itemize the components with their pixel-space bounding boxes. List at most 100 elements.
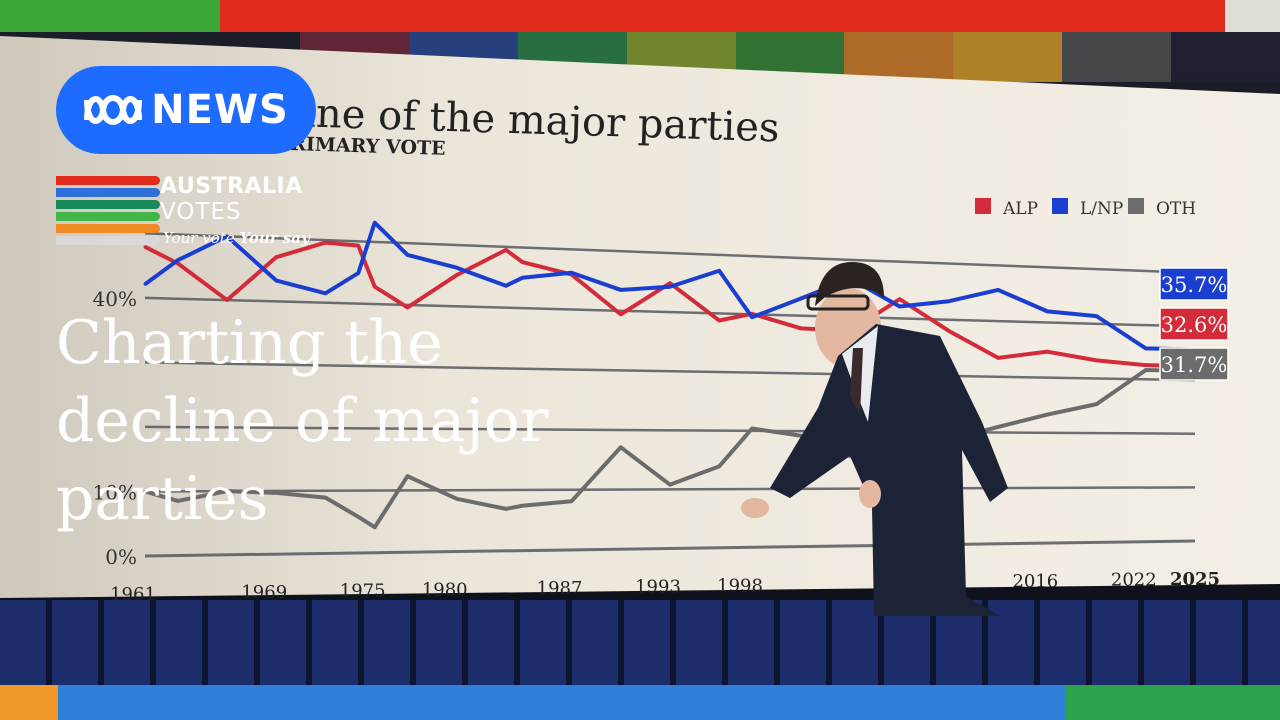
data-point (323, 241, 327, 245)
headline-line-2: decline of major (56, 386, 549, 456)
data-point (1144, 368, 1148, 372)
data-point (619, 445, 623, 449)
votes-stripe (56, 176, 160, 185)
data-point (947, 329, 951, 333)
data-point (455, 497, 459, 501)
data-point (406, 305, 409, 309)
data-point (1045, 413, 1049, 417)
australia-votes-tagline: Your vote Your say (163, 229, 310, 247)
x-tick-label: 1961 (110, 584, 156, 605)
gridline (144, 425, 1196, 435)
data-point (520, 260, 524, 264)
legend-label: L/NP (1080, 199, 1123, 219)
data-point (373, 525, 377, 529)
legend-swatch (975, 198, 991, 214)
data-point (1095, 402, 1099, 406)
data-point (225, 298, 229, 302)
x-tick-label: 2016 (1012, 571, 1058, 592)
chart-legend: ALP L/NP OTH (975, 198, 1196, 219)
end-label-box (1159, 347, 1229, 381)
y-tick-label: 40% (93, 287, 137, 311)
data-point (996, 425, 1000, 429)
votes-stripe (56, 188, 160, 197)
end-label-text: 32.6% (1161, 313, 1228, 337)
australia-votes-stripes (56, 176, 160, 246)
top-bar-segment (690, 0, 1225, 32)
data-point (504, 248, 508, 252)
data-point (274, 255, 278, 259)
top-colour-bar (0, 0, 1280, 32)
data-point (373, 221, 377, 225)
data-point (143, 489, 147, 493)
data-point (619, 288, 623, 292)
data-point (1144, 363, 1148, 367)
chart-end-labels: 35.7% 32.6% 31.7% (1159, 267, 1229, 381)
chart-screen: 0% 10% 40% 1961 1969 1975 1980 1987 1993 1998 201… (0, 36, 1280, 616)
australia-votes-subtitle: VOTES (160, 199, 242, 225)
top-bar-segment (0, 0, 220, 32)
data-point (799, 326, 803, 330)
data-point (1095, 358, 1099, 362)
data-point (225, 234, 229, 238)
data-point (1095, 314, 1099, 318)
data-point (504, 507, 508, 511)
data-point (750, 315, 754, 319)
data-point (717, 269, 721, 273)
chart-gridlines (144, 232, 1196, 558)
chart-subtitle: RIMARY VOTE (290, 133, 446, 160)
data-point (898, 297, 902, 301)
data-point (455, 266, 459, 270)
data-point (619, 312, 623, 316)
data-point (143, 282, 147, 286)
abc-lissajous-icon (84, 95, 143, 125)
votes-stripe (56, 200, 160, 209)
x-tick-label: 1980 (422, 580, 468, 601)
votes-stripe (56, 212, 160, 221)
data-point (274, 491, 278, 495)
votes-stripe (56, 224, 160, 233)
data-point (225, 489, 229, 493)
headline-line-3: parties (56, 464, 269, 534)
x-tick-label: 1998 (717, 575, 763, 596)
data-point (947, 299, 951, 303)
news-wordmark: NEWS (151, 87, 289, 133)
y-tick-label: 0% (105, 545, 137, 569)
data-point (373, 285, 377, 289)
legend-swatch (1052, 198, 1068, 214)
x-tick-label: 1987 (537, 578, 583, 599)
data-point (455, 273, 459, 277)
data-point (520, 504, 524, 508)
end-label-box (1159, 307, 1229, 341)
x-tick-label: 1993 (635, 577, 681, 598)
headline: Charting the decline of major parties (56, 304, 676, 538)
data-point (504, 284, 508, 288)
data-point (1045, 309, 1049, 313)
gridline (144, 361, 1196, 382)
legend-swatch (1128, 198, 1144, 214)
x-tick-label: 2025 (1170, 569, 1220, 590)
top-bar-segment (220, 0, 690, 32)
legend-label: OTH (1156, 199, 1196, 219)
data-point (668, 483, 672, 487)
data-point (668, 285, 672, 289)
x-tick-label: 1969 (241, 582, 287, 603)
gridline (144, 232, 1196, 275)
legend-label: ALP (1002, 199, 1038, 219)
gridline (144, 486, 1196, 493)
x-tick-label: 2022 (1111, 570, 1157, 591)
bottom-colour-bar (0, 685, 1280, 720)
data-point (520, 276, 524, 280)
y-tick-label: 10% (93, 480, 137, 504)
data-point (898, 304, 902, 308)
data-point (668, 281, 672, 285)
data-point (1144, 346, 1148, 350)
data-point (570, 499, 574, 503)
data-point (750, 427, 754, 431)
bottom-bar-segment (58, 685, 1065, 720)
y-axis-ticks: 0% 10% 40% (93, 287, 137, 569)
data-point (176, 499, 180, 503)
end-label-box (1159, 267, 1229, 301)
end-label-text: 35.7% (1161, 273, 1228, 297)
data-point (143, 245, 147, 249)
votes-stripe (56, 236, 160, 245)
